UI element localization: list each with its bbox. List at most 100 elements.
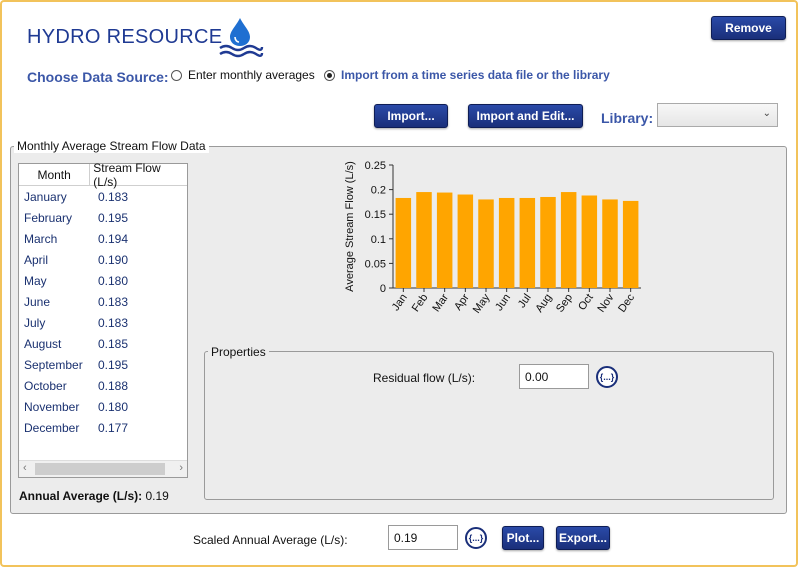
group-title: Monthly Average Stream Flow Data: [14, 139, 209, 153]
table-row[interactable]: March 0.194: [19, 228, 187, 249]
flow-cell[interactable]: 0.180: [98, 273, 129, 288]
properties-title: Properties: [208, 345, 269, 359]
annual-average-label: Annual Average (L/s):: [19, 489, 143, 503]
water-drop-icon: [219, 18, 264, 58]
x-tick-label: Mar: [430, 292, 451, 315]
month-cell: April: [24, 252, 49, 267]
flow-cell[interactable]: 0.190: [98, 252, 129, 267]
flow-cell[interactable]: 0.180: [98, 399, 129, 414]
column-header-month[interactable]: Month: [19, 164, 91, 185]
table-header: Month Stream Flow (L/s): [19, 160, 187, 189]
scroll-right-icon[interactable]: ›: [179, 462, 183, 474]
x-tick-label: Aug: [533, 292, 554, 315]
plot-button[interactable]: Plot...: [502, 526, 544, 550]
radio-enter-monthly[interactable]: Enter monthly averages: [171, 68, 315, 82]
chart-bar: [560, 192, 577, 288]
flow-cell[interactable]: 0.194: [98, 231, 129, 246]
table-row[interactable]: October 0.188: [19, 375, 187, 396]
import-button[interactable]: Import...: [374, 104, 448, 128]
scroll-left-icon[interactable]: ‹: [23, 462, 27, 474]
y-tick-label: 0.25: [365, 160, 386, 172]
import-and-edit-button[interactable]: Import and Edit...: [468, 104, 583, 128]
y-axis-label: Average Stream Flow (L/s): [344, 161, 356, 292]
month-cell: January: [24, 189, 67, 204]
chart-bar: [540, 196, 556, 288]
residual-flow-input[interactable]: 0.00: [519, 364, 589, 389]
y-tick-label: 0.15: [365, 209, 386, 221]
month-cell: March: [24, 231, 58, 246]
x-tick-label: May: [471, 291, 493, 315]
stream-flow-chart: Average Stream Flow (L/s) 0 0.05 0.1 0.15 0.2…: [344, 160, 641, 316]
flow-cell[interactable]: 0.177: [98, 420, 129, 435]
month-cell: February: [24, 210, 73, 225]
flow-cell[interactable]: 0.188: [98, 378, 129, 393]
y-tick-label: 0.05: [365, 258, 386, 270]
column-header-flow[interactable]: Stream Flow (L/s): [93, 160, 161, 189]
residual-expression-button[interactable]: {...}: [596, 366, 618, 388]
annual-average-value: 0.19: [145, 489, 169, 503]
annual-average: Annual Average (L/s): 0.19: [19, 489, 169, 503]
month-cell: May: [24, 273, 47, 288]
x-tick-label: Apr: [452, 292, 472, 313]
radio-button[interactable]: [171, 69, 182, 81]
chart-bar: [478, 199, 494, 288]
y-tick-label: 0.1: [371, 234, 386, 246]
table-row[interactable]: November 0.180: [19, 396, 187, 417]
x-tick-label: Dec: [616, 291, 637, 314]
month-cell: August: [24, 336, 62, 351]
library-dropdown[interactable]: ⌄: [657, 103, 778, 127]
chart-bar: [436, 192, 453, 288]
remove-button[interactable]: Remove: [711, 16, 786, 40]
chart-bar: [581, 195, 598, 288]
chart-bar: [457, 194, 474, 288]
scroll-thumb[interactable]: [35, 463, 165, 475]
x-tick-label: Jan: [390, 292, 410, 313]
scaled-expression-button[interactable]: {...}: [465, 527, 487, 549]
chart-bar: [622, 200, 639, 288]
month-cell: October: [24, 378, 67, 393]
radio-import-file[interactable]: Import from a time series data file or t…: [324, 68, 610, 82]
chart-bar: [498, 197, 515, 288]
horizontal-scrollbar[interactable]: ‹ ›: [19, 460, 187, 477]
x-tick-label: Feb: [410, 292, 431, 314]
flow-cell[interactable]: 0.183: [98, 315, 129, 330]
chevron-down-icon: ⌄: [762, 108, 771, 119]
monthly-table[interactable]: Month Stream Flow (L/s) January 0.183 Febr…: [18, 160, 188, 478]
x-tick-label: Jul: [516, 292, 534, 310]
table-row[interactable]: May 0.180: [19, 270, 187, 291]
table-row[interactable]: September 0.195: [19, 354, 187, 375]
chart-bar: [416, 192, 432, 288]
x-tick-label: Sep: [554, 292, 575, 315]
table-body: January 0.183 February 0.195 March 0.194 April…: [19, 186, 187, 438]
flow-cell[interactable]: 0.183: [98, 294, 129, 309]
flow-cell[interactable]: 0.185: [98, 336, 129, 351]
flow-cell[interactable]: 0.195: [98, 357, 129, 372]
radio-label: Import from a time series data file or t…: [341, 68, 610, 82]
table-row[interactable]: December 0.177: [19, 417, 187, 438]
scaled-average-input[interactable]: 0.19: [388, 525, 458, 550]
x-tick-label: Oct: [576, 292, 596, 313]
table-row[interactable]: August 0.185: [19, 333, 187, 354]
x-tick-label: Jun: [493, 292, 513, 313]
chart-bar: [519, 197, 536, 288]
page-title: HYDRO RESOURCE: [27, 26, 223, 48]
x-tick-label: Nov: [595, 291, 616, 314]
table-row[interactable]: April 0.190: [19, 249, 187, 270]
residual-flow-label: Residual flow (L/s):: [373, 371, 476, 385]
y-tick-label: 0: [380, 283, 386, 295]
chart-bar: [395, 197, 412, 288]
month-cell: July: [24, 315, 46, 330]
flow-cell[interactable]: 0.195: [98, 210, 129, 225]
month-cell: December: [24, 420, 80, 435]
data-source-label: Choose Data Source:: [27, 69, 169, 85]
radio-button-selected[interactable]: [324, 69, 335, 81]
flow-cell[interactable]: 0.183: [98, 189, 129, 204]
table-row[interactable]: February 0.195: [19, 207, 187, 228]
properties-group: [204, 351, 774, 500]
export-button[interactable]: Export...: [556, 526, 610, 550]
table-row[interactable]: January 0.183: [19, 186, 187, 207]
table-row[interactable]: June 0.183: [19, 291, 187, 312]
table-row[interactable]: July 0.183: [19, 312, 187, 333]
scaled-average-label: Scaled Annual Average (L/s):: [193, 533, 348, 547]
